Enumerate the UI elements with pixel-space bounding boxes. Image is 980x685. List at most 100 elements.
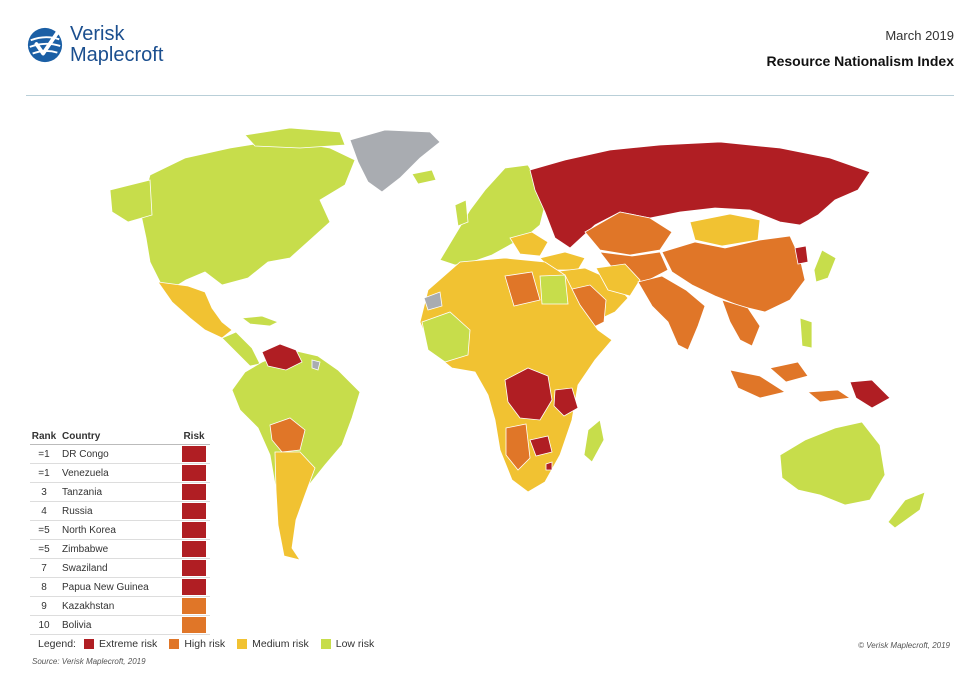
country-cell: Zimbabwe bbox=[62, 543, 109, 555]
tanzania-region bbox=[553, 387, 579, 417]
country-cell: North Korea bbox=[62, 524, 116, 536]
philippines-region bbox=[799, 317, 813, 349]
madagascar-region bbox=[583, 419, 605, 463]
legend-swatch bbox=[83, 639, 94, 649]
rank-cell: =1 bbox=[38, 448, 50, 460]
mexico-region bbox=[157, 281, 233, 339]
legend-item-label: Extreme risk bbox=[98, 638, 158, 650]
bolivia-region bbox=[269, 417, 306, 453]
dr-congo-region bbox=[504, 367, 553, 421]
rank-cell: 8 bbox=[41, 581, 47, 593]
report-date: March 2019 bbox=[885, 28, 954, 43]
country-cell: Kazakhstan bbox=[62, 600, 115, 612]
legend-items: Extreme risk High risk Medium risk Low risk bbox=[83, 638, 386, 650]
legend-swatch bbox=[320, 639, 331, 649]
risk-swatch bbox=[182, 579, 206, 595]
caribbean-islands bbox=[240, 315, 279, 327]
country-cell: Papua New Guinea bbox=[62, 581, 149, 593]
ranking-row: =5 Zimbabwe bbox=[30, 540, 210, 559]
rank-cell: =5 bbox=[38, 543, 50, 555]
uk-region bbox=[454, 199, 469, 227]
rank-cell: 9 bbox=[41, 600, 47, 612]
risk-column-header: Risk bbox=[183, 430, 205, 442]
rank-cell: 3 bbox=[41, 486, 47, 498]
ranking-table: Rank Country Risk =1 DR Congo =1 Venezuela 3… bbox=[30, 428, 210, 635]
alaska-region bbox=[109, 179, 153, 223]
ranking-row: 9 Kazakhstan bbox=[30, 597, 210, 616]
legend-item-label: High risk bbox=[184, 638, 226, 650]
risk-swatch bbox=[182, 446, 206, 462]
rank-column-header: Rank bbox=[31, 430, 57, 442]
rank-cell: =1 bbox=[38, 467, 50, 479]
country-cell: Tanzania bbox=[62, 486, 103, 498]
ranking-row: 7 Swaziland bbox=[30, 559, 210, 578]
australia-region bbox=[779, 421, 886, 506]
ranking-row: 4 Russia bbox=[30, 502, 210, 521]
legend-item-label: Medium risk bbox=[252, 638, 309, 650]
papua-new-guinea-region bbox=[849, 379, 891, 409]
japan-region bbox=[813, 249, 837, 283]
central-america-region bbox=[221, 331, 261, 367]
legend-label: Legend: bbox=[38, 638, 76, 650]
greenland-region bbox=[349, 129, 441, 193]
new-zealand-region bbox=[887, 491, 926, 529]
ranking-row: 10 Bolivia bbox=[30, 616, 210, 635]
risk-swatch bbox=[182, 617, 206, 633]
ranking-header: Rank Country Risk bbox=[30, 428, 210, 445]
legend-item-label: Low risk bbox=[335, 638, 375, 650]
legend-swatch bbox=[237, 639, 248, 649]
indonesia-region bbox=[729, 361, 852, 403]
swaziland-region bbox=[545, 461, 553, 471]
ranking-row: 3 Tanzania bbox=[30, 483, 210, 502]
venezuela-region bbox=[261, 343, 303, 371]
brand-name-line1: Verisk bbox=[70, 23, 125, 45]
kazakhstan-region bbox=[584, 211, 673, 256]
china-region bbox=[661, 235, 806, 313]
risk-swatch bbox=[182, 541, 206, 557]
country-cell: DR Congo bbox=[62, 448, 109, 460]
canada-arctic-islands bbox=[244, 127, 346, 149]
ranking-rows: =1 DR Congo =1 Venezuela 3 Tanzania 4 Russia =5 N… bbox=[30, 445, 210, 635]
western-sahara-region bbox=[423, 291, 443, 311]
north-america-region bbox=[139, 139, 356, 291]
west-africa-region bbox=[421, 311, 471, 363]
egypt-region bbox=[539, 274, 569, 305]
ranking-row: =5 North Korea bbox=[30, 521, 210, 540]
balkans-region bbox=[509, 231, 549, 257]
world-map bbox=[109, 127, 926, 561]
zimbabwe-region bbox=[529, 435, 553, 457]
libya-region bbox=[504, 271, 541, 307]
country-column-header: Country bbox=[62, 430, 101, 442]
north-korea-region bbox=[794, 245, 809, 265]
risk-swatch bbox=[182, 522, 206, 538]
report-title: Resource Nationalism Index bbox=[766, 53, 954, 69]
rank-cell: 10 bbox=[38, 619, 50, 631]
legend-item-low: Low risk bbox=[320, 638, 375, 650]
iceland-region bbox=[411, 169, 437, 185]
legend-swatch bbox=[169, 639, 180, 649]
header-divider bbox=[26, 95, 954, 96]
map-legend: Legend: Extreme risk High risk Medium risk… bbox=[38, 638, 386, 650]
ranking-row: =1 DR Congo bbox=[30, 445, 210, 464]
brand-name-line2: Maplecroft bbox=[70, 44, 164, 66]
russia-region bbox=[529, 141, 871, 249]
risk-swatch bbox=[182, 560, 206, 576]
southern-cone-region bbox=[274, 451, 316, 561]
rank-cell: 7 bbox=[41, 562, 47, 574]
risk-swatch bbox=[182, 598, 206, 614]
brand-logo: Verisk Maplecroft bbox=[26, 24, 163, 66]
rank-cell: 4 bbox=[41, 505, 47, 517]
legend-item-high: High risk bbox=[169, 638, 225, 650]
legend-item-medium: Medium risk bbox=[237, 638, 309, 650]
country-cell: Swaziland bbox=[62, 562, 108, 574]
country-cell: Russia bbox=[62, 505, 93, 517]
risk-swatch bbox=[182, 503, 206, 519]
rank-cell: =5 bbox=[38, 524, 50, 536]
mongolia-region bbox=[689, 213, 761, 247]
southeast-asia-region bbox=[721, 299, 761, 347]
french-guiana-region bbox=[311, 359, 321, 371]
ranking-row: =1 Venezuela bbox=[30, 464, 210, 483]
source-note: Source: Verisk Maplecroft, 2019 bbox=[32, 657, 146, 666]
risk-swatch bbox=[182, 484, 206, 500]
ranking-row: 8 Papua New Guinea bbox=[30, 578, 210, 597]
